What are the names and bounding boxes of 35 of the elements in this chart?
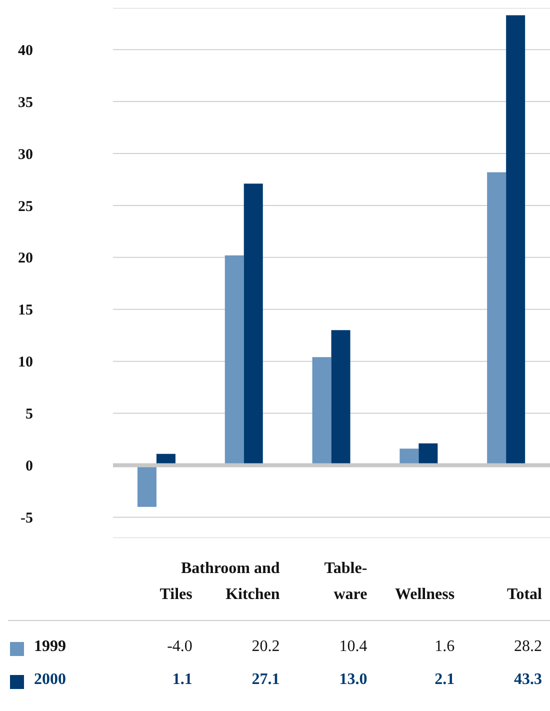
y-tick-label: 25 (18, 198, 33, 215)
data-label: 27.1 (252, 671, 280, 688)
x-tick-label: Tiles (158, 585, 192, 605)
data-label: 13.0 (339, 671, 368, 688)
data-label: 28.2 (514, 638, 542, 655)
bar (137, 465, 156, 507)
bar (224, 255, 244, 466)
legend-label: 1999 (34, 638, 66, 656)
data-label: 10.4 (339, 638, 368, 655)
y-tick-label: 10 (18, 354, 33, 371)
y-tick-label: 30 (18, 146, 33, 163)
data-label: -4.0 (166, 638, 192, 656)
bar (506, 15, 526, 466)
data-label: 43.3 (514, 671, 542, 688)
bar (331, 330, 350, 466)
y-tick-label: 20 (18, 250, 33, 267)
bar (244, 184, 263, 466)
y-tick-label: 35 (18, 94, 33, 111)
y-tick-label: 40 (18, 42, 33, 59)
x-tick-label: Table-ware (324, 560, 368, 603)
bar (312, 357, 332, 466)
legend-label: 2000 (34, 671, 66, 689)
data-label: 1.1 (171, 671, 192, 689)
bar (418, 443, 438, 466)
y-tick-label: 0 (26, 458, 33, 475)
bar (487, 172, 506, 466)
bar (400, 448, 419, 466)
y-tick-label: 5 (26, 406, 33, 423)
y-tick-label: 15 (18, 302, 33, 319)
data-label: 20.2 (252, 638, 280, 655)
y-tick-label: -5 (20, 510, 33, 527)
x-tick-label: Wellness (395, 586, 455, 603)
data-label: 1.6 (434, 638, 455, 655)
x-tick-label: Total (507, 586, 542, 603)
data-label: 2.1 (434, 671, 455, 688)
